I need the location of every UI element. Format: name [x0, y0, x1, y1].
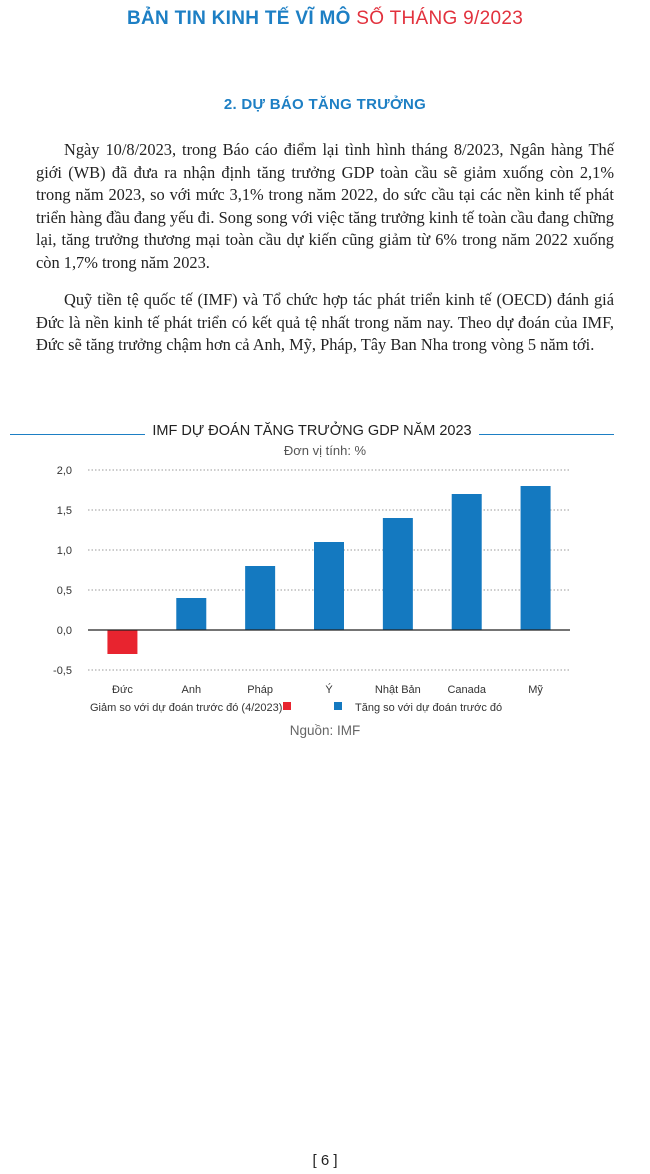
chart-title: IMF DỰ ĐOÁN TĂNG TRƯỞNG GDP NĂM 2023: [152, 423, 472, 439]
y-tick-label: 2,0: [57, 465, 72, 477]
legend-swatch-decrease: [283, 702, 291, 710]
bar: [176, 598, 207, 630]
bar: [520, 486, 551, 630]
y-tick-label: -0,5: [53, 665, 72, 677]
bar: [451, 494, 482, 630]
y-tick-label: 1,5: [57, 505, 72, 517]
x-tick-label: Nhật Bản: [375, 684, 421, 696]
x-tick-label: Ý: [325, 683, 333, 696]
legend-label-decrease: Giảm so với dự đoán trước đó (4/2023): [90, 702, 282, 714]
bulletin-issue: SỐ THÁNG 9/2023: [356, 8, 524, 29]
chart-unit: Đơn vị tính: %: [283, 443, 367, 458]
paragraph-2: Quỹ tiền tệ quốc tế (IMF) và Tổ chức hợp…: [36, 290, 614, 354]
section-title: 2. DỰ BÁO TĂNG TRƯỞNG: [223, 96, 427, 113]
y-tick-label: 0,5: [57, 585, 72, 597]
page-header: BẢN TIN KINH TẾ VĨ MÔ SỐ THÁNG 9/2023: [0, 8, 650, 30]
x-tick-label: Đức: [112, 684, 133, 696]
x-tick-label: Pháp: [247, 684, 273, 696]
x-tick-label: Anh: [181, 684, 201, 696]
y-tick-label: 1,0: [57, 545, 72, 557]
paragraph-1: Ngày 10/8/2023, trong Báo cáo điểm lại t…: [36, 140, 614, 272]
x-tick-label: Canada: [447, 684, 486, 696]
title-rule-right: [478, 433, 615, 435]
legend-label-increase: Tăng so với dự đoán trước đó: [355, 702, 502, 714]
title-rule-left: [10, 433, 146, 435]
bar: [314, 542, 344, 630]
gdp-bar-chart: 2,0 1,5 1,0 0,5 0,0 -0,5 Đức Anh Pháp Ý Nhật Bản Ca…: [53, 465, 570, 714]
x-tick-label: Mỹ: [528, 684, 543, 696]
bulletin-title: BẢN TIN KINH TẾ VĨ MÔ: [126, 8, 351, 29]
bar: [107, 630, 138, 654]
page-number: [ 6 ]: [312, 1152, 338, 1169]
y-tick-label: 0,0: [57, 625, 72, 637]
legend-swatch-increase: [334, 702, 342, 710]
bar: [382, 518, 413, 630]
chart-source: Nguồn: IMF: [289, 723, 361, 738]
chart-title-row: IMF DỰ ĐOÁN TĂNG TRƯỞNG GDP NĂM 2023: [10, 421, 615, 441]
bar: [245, 566, 276, 630]
